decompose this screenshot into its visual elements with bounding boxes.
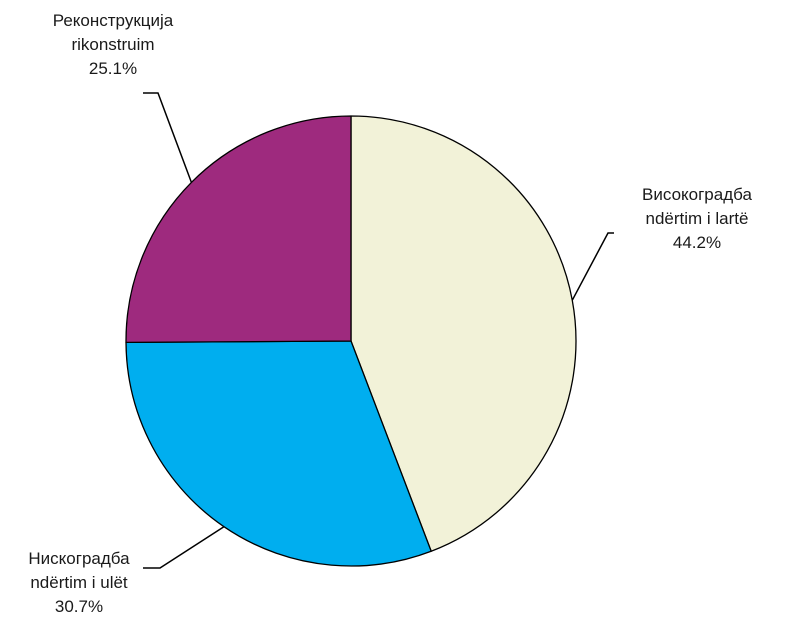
slice-label-visokogradba: Високоградба ndërtim i lartë 44.2% bbox=[612, 183, 782, 255]
slice-label-line1: Нискоградба bbox=[28, 549, 130, 568]
slice-value-label: 30.7% bbox=[54, 597, 104, 616]
slice-label-line1: Високоградба bbox=[642, 185, 752, 204]
slice-label-rekonstrukcija: Реконструкција rikonstruim 25.1% bbox=[18, 9, 208, 81]
pie-slice-1 bbox=[125, 340, 432, 567]
slice-value-label: 25.1% bbox=[88, 59, 138, 78]
slice-label-line2: rikonstruim bbox=[71, 35, 155, 54]
pie-slice-2 bbox=[125, 115, 352, 344]
slice-label-line2: ndërtim i lartë bbox=[645, 209, 749, 228]
pie-slice-0 bbox=[350, 115, 577, 552]
leader-lines bbox=[143, 92, 614, 569]
leader-line-1 bbox=[143, 526, 225, 569]
leader-line-2 bbox=[143, 92, 193, 183]
slice-value-label: 44.2% bbox=[672, 233, 722, 252]
slice-label-line1: Реконструкција bbox=[52, 11, 174, 30]
slice-label-niskogradba: Нискоградба ndërtim i ulët 30.7% bbox=[0, 547, 158, 619]
leader-line-0 bbox=[571, 232, 614, 301]
pie-slices bbox=[125, 115, 577, 567]
slice-label-line2: ndërtim i ulët bbox=[30, 573, 128, 592]
